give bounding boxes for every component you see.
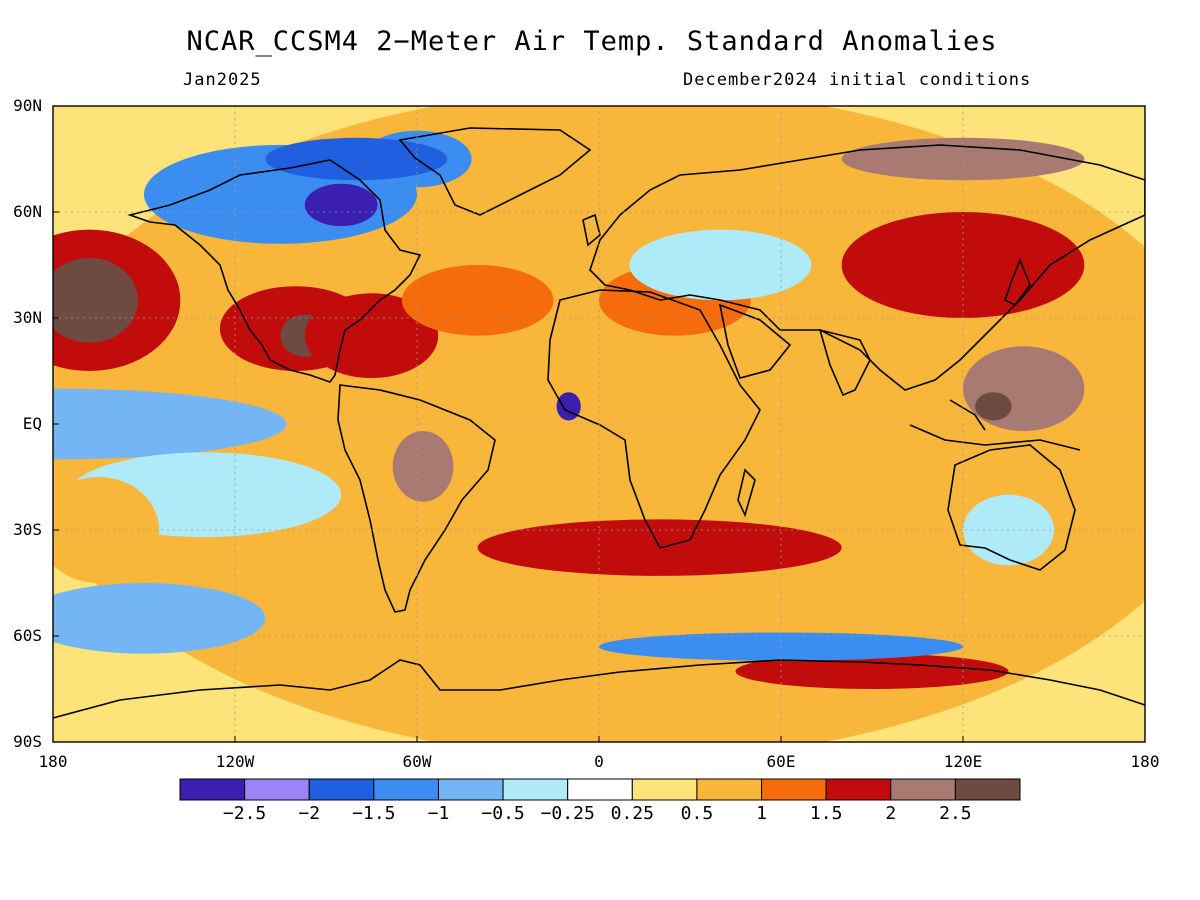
colorbar-swatch [825, 778, 892, 801]
anomaly-region-1 [53, 388, 287, 460]
colorbar-label: −2 [298, 803, 320, 824]
coastline-india [818, 328, 871, 397]
anomaly-region-17 [841, 212, 1085, 318]
colorbar-swatch [308, 778, 375, 801]
lat-tick-label: EQ [23, 414, 42, 433]
colorbar-label: 2 [885, 803, 896, 824]
lon-tick-label: 120E [944, 752, 983, 771]
colorbar-swatch [954, 778, 1021, 801]
colorbar-label: −0.25 [541, 803, 595, 824]
coastline-south-america [337, 384, 496, 613]
valid-month-label: Jan2025 [183, 70, 262, 90]
coastline-arabia [718, 303, 792, 379]
anomaly-region-21 [735, 653, 1009, 689]
colorbar-swatch [437, 778, 504, 801]
coastline-indonesia [909, 399, 1081, 451]
colorbar: −2.5 −2 −1.5 −1 −0.5 −0.25 0.25 0.5 1 1.5 2 2.5 [179, 778, 1021, 824]
anomaly-region-6 [53, 257, 138, 343]
anomaly-region-18 [963, 346, 1085, 432]
coastline-uk [582, 213, 601, 247]
anomaly-region-3 [53, 583, 266, 654]
colorbar-label: 1.5 [810, 803, 843, 824]
colorbar-label: −1 [428, 803, 450, 824]
colorbar-swatch [244, 778, 310, 801]
anomaly-region-25 [841, 137, 1085, 181]
lat-tick-label: 90S [13, 732, 42, 751]
coastline-africa [547, 289, 761, 549]
anomaly-region-8 [304, 183, 378, 227]
coastline-north-america [127, 159, 422, 383]
lon-tick-label: 60E [767, 752, 796, 771]
colorbar-swatch [179, 778, 246, 801]
anomaly-region-24 [392, 431, 454, 502]
colorbar-label: −1.5 [352, 803, 395, 824]
colorbar-label: 0.5 [681, 803, 714, 824]
coastline-madagascar [737, 468, 756, 518]
lon-tick-label: 60W [403, 752, 432, 771]
lat-tick-label: 60S [13, 626, 42, 645]
colorbar-swatch [567, 778, 633, 801]
lon-tick-label: 180 [1131, 752, 1160, 771]
init-conditions-label: December2024 initial conditions [683, 70, 1032, 90]
colorbar-swatch [890, 778, 956, 801]
coastline-antarctica [53, 659, 1145, 719]
colorbar-swatch [502, 778, 569, 801]
anomaly-region-13 [401, 265, 554, 336]
graticule [53, 106, 1145, 742]
colorbar-label: −0.5 [481, 803, 524, 824]
anomaly-region-23 [265, 137, 448, 181]
anomaly-region-4 [53, 477, 160, 583]
lon-tick-label: 180 [39, 752, 68, 771]
coastline-greenland [398, 127, 592, 216]
anomaly-field [53, 106, 1145, 742]
colorbar-label: 1 [756, 803, 767, 824]
coastlines [53, 127, 1145, 719]
coastline-australia [947, 444, 1076, 571]
colorbar-swatch [761, 778, 827, 801]
lat-tick-label: 30S [13, 520, 42, 539]
lon-tick-label: 120W [216, 752, 255, 771]
latitude-axis: 90N 60N 30N EQ 30S 60S 90S [13, 96, 59, 751]
colorbar-label: −2.5 [223, 803, 266, 824]
map-title: NCAR_CCSM4 2−Meter Air Temp. Standard An… [186, 26, 998, 57]
anomaly-region-14 [556, 392, 581, 421]
anomaly-region-16 [629, 229, 812, 301]
lat-tick-label: 90N [13, 96, 42, 115]
lat-tick-label: 30N [13, 308, 42, 327]
colorbar-swatch [373, 778, 439, 801]
colorbar-swatch [631, 778, 698, 801]
coastline-japan [1004, 257, 1031, 307]
coastline-eurasia [589, 144, 1145, 391]
colorbar-label: 0.25 [611, 803, 654, 824]
anomaly-region-19 [975, 392, 1012, 421]
colorbar-label: 2.5 [939, 803, 972, 824]
longitude-axis: 180 120W 60W 0 60E 120E 180 [39, 736, 1160, 771]
lat-tick-label: 60N [13, 202, 42, 221]
colorbar-swatch [696, 778, 763, 801]
lon-tick-label: 0 [594, 752, 604, 771]
